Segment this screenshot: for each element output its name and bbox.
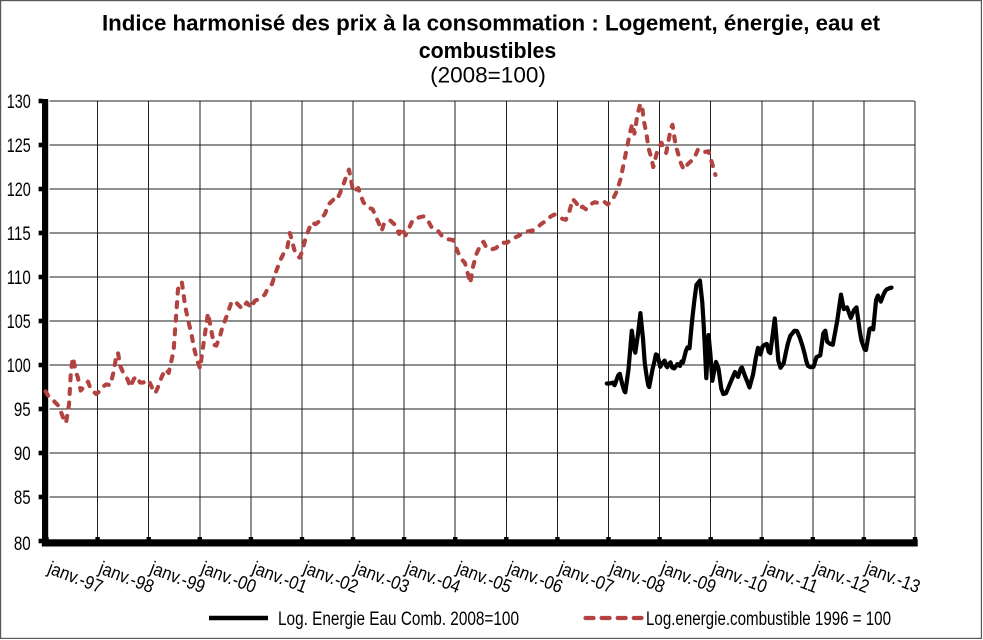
svg-text:120: 120 [7,180,31,201]
svg-text:Log.energie.combustible 1996: Log.energie.combustible 1996 = 100 [646,609,891,630]
svg-text:100: 100 [7,356,31,377]
svg-text:115: 115 [7,224,31,245]
svg-text:80: 80 [14,534,31,555]
svg-text:90: 90 [14,444,31,465]
svg-text:Log. Energie Eau Comb. 2008=10: Log. Energie Eau Comb. 2008=100 [278,609,519,630]
svg-text:95: 95 [14,400,31,421]
svg-text:85: 85 [14,488,31,509]
svg-text:130: 130 [7,92,31,113]
svg-text:combustibles: combustibles [419,38,557,63]
svg-text:110: 110 [7,268,31,289]
svg-text:(2008=100): (2008=100) [430,63,546,88]
svg-text:105: 105 [7,312,31,333]
svg-text:125: 125 [7,136,31,157]
svg-text:Indice harmonisé des prix à la: Indice harmonisé des prix à la consommat… [102,11,881,36]
